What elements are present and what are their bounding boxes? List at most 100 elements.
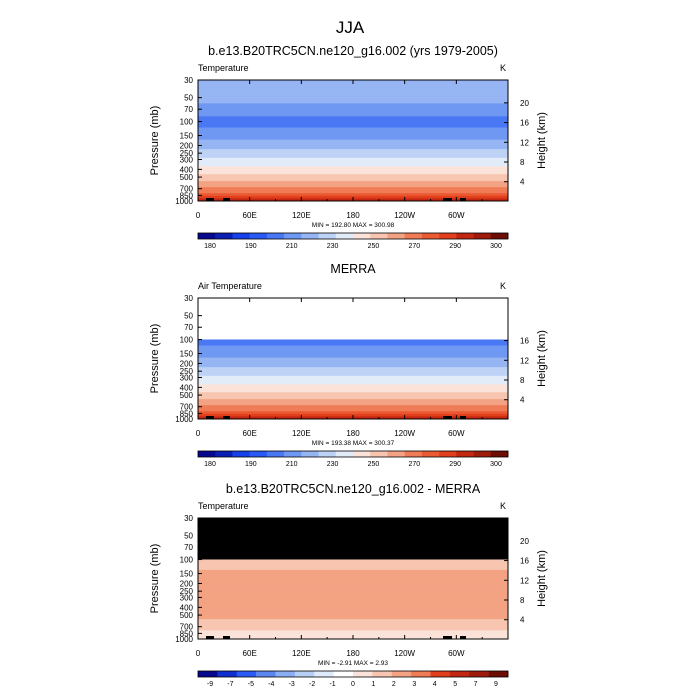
- contour-band: [198, 615, 508, 618]
- y-tick-label: 70: [184, 543, 193, 552]
- contour-band: [198, 117, 508, 119]
- contour-band: [198, 371, 508, 373]
- contour-band: [198, 605, 508, 607]
- contour-band: [198, 380, 508, 383]
- contour-band: [198, 409, 508, 411]
- colorbar-frame: [197, 670, 509, 678]
- contour-band: [198, 108, 508, 110]
- y-tick-label: 400: [180, 165, 194, 174]
- contour-band: [198, 413, 508, 416]
- contour-band: [198, 153, 508, 155]
- contour-band: [198, 312, 508, 315]
- contour-band: [198, 400, 508, 403]
- contour-band: [198, 382, 508, 385]
- colorbar-swatch: [404, 451, 423, 457]
- y-tick-label: 30: [184, 514, 193, 523]
- contour-band: [198, 624, 508, 626]
- colorbar-swatch: [456, 451, 474, 457]
- colorbar-label: 210: [286, 461, 298, 468]
- contour-band: [198, 183, 508, 186]
- contour-band: [198, 132, 508, 135]
- contour-band: [198, 536, 508, 538]
- contour-band: [198, 621, 508, 624]
- contour-band: [198, 378, 508, 380]
- contour-band: [198, 614, 508, 617]
- contour-band: [198, 594, 508, 597]
- contour-band: [198, 154, 508, 156]
- contour-band: [198, 179, 508, 181]
- contour-band: [198, 403, 508, 405]
- contour-band: [198, 327, 508, 329]
- colorbar-label: 250: [368, 461, 380, 468]
- contour-band: [198, 543, 508, 545]
- contour-band: [198, 530, 508, 532]
- contour-band: [198, 376, 508, 379]
- contour-band: [198, 335, 508, 337]
- colorbar-label: 300: [490, 243, 502, 250]
- min-max-label: MIN = 192.80 MAX = 300.98: [312, 222, 395, 229]
- colorbar-label: 0: [351, 681, 355, 688]
- colorbar-swatch: [449, 671, 470, 677]
- height-tick-label: 8: [520, 158, 525, 167]
- contour-band: [198, 344, 508, 347]
- contour-band: [198, 591, 508, 593]
- contour-band: [198, 324, 508, 327]
- contour-band: [198, 630, 508, 632]
- contour-band: [198, 116, 508, 118]
- topography-mask: [206, 198, 214, 201]
- contour-band: [198, 130, 508, 133]
- contour-band: [198, 140, 508, 142]
- contour-band: [198, 368, 508, 371]
- contour-band: [198, 558, 508, 561]
- contour-band: [198, 360, 508, 362]
- contour-band: [198, 339, 508, 341]
- colorbar-swatch: [301, 233, 319, 239]
- contour-band: [198, 329, 508, 331]
- contour-band: [198, 554, 508, 556]
- colorbar-swatch: [266, 233, 285, 239]
- topography-mask: [223, 416, 230, 419]
- contour-band: [198, 118, 508, 120]
- contour-band: [198, 135, 508, 137]
- colorbar-label: 2: [392, 681, 396, 688]
- colorbar-swatch: [198, 671, 218, 677]
- contour-band: [198, 593, 508, 595]
- contour-band: [198, 112, 508, 115]
- contour-band: [198, 191, 508, 193]
- contour-band: [198, 105, 508, 108]
- y-tick-label: 1000: [175, 635, 193, 644]
- contour-band: [198, 94, 508, 97]
- colorbar-label: -9: [207, 681, 213, 688]
- colorbar-label: 300: [490, 461, 502, 468]
- contour-band: [198, 373, 508, 375]
- y-tick-label: 850: [180, 191, 194, 200]
- contour-band: [198, 349, 508, 352]
- contour-band: [198, 313, 508, 316]
- contour-band: [198, 620, 508, 623]
- y-tick-label: 150: [180, 570, 194, 579]
- contour-band: [198, 158, 508, 161]
- contour-band: [198, 395, 508, 398]
- colorbar-swatch: [198, 451, 216, 457]
- contour-band: [198, 616, 508, 618]
- contour-band: [198, 358, 508, 360]
- contour-band: [198, 84, 508, 86]
- colorbar-frame: [197, 232, 509, 240]
- colorbar-swatch: [456, 233, 474, 239]
- contour-band: [198, 99, 508, 101]
- colorbar-swatch: [411, 671, 431, 677]
- contour-band: [198, 176, 508, 179]
- contour-band: [198, 336, 508, 338]
- colorbar-swatch: [236, 671, 257, 677]
- colorbar-swatch: [335, 233, 354, 239]
- x-tick-label: 0: [196, 649, 201, 658]
- contour-band: [198, 612, 508, 614]
- contour-band: [198, 361, 508, 363]
- y-tick-label: 100: [180, 336, 194, 345]
- contour-band: [198, 363, 508, 366]
- contour-band: [198, 350, 508, 353]
- contour-band: [198, 381, 508, 384]
- colorbar-label: 290: [449, 461, 461, 468]
- contour-band: [198, 170, 508, 173]
- contour-band: [198, 134, 508, 136]
